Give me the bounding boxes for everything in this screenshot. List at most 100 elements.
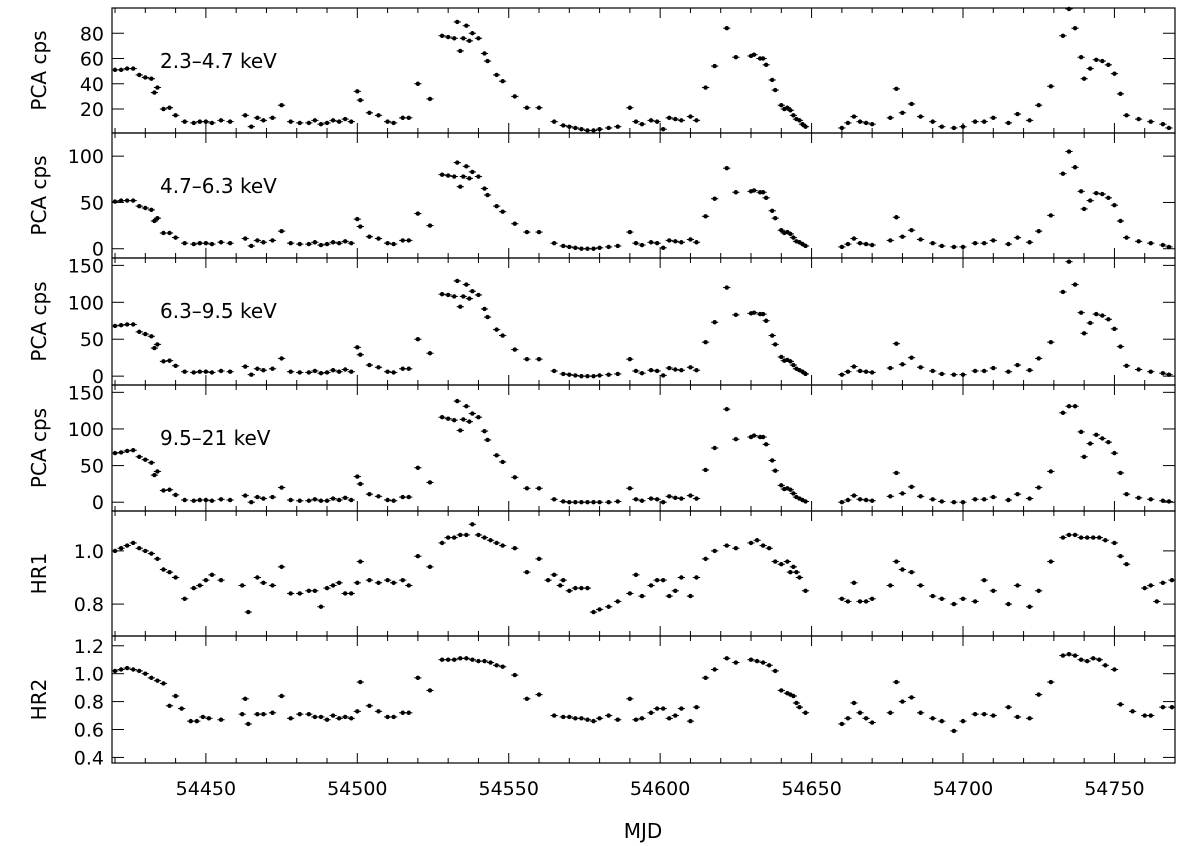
data-point <box>991 365 996 371</box>
data-point <box>1060 289 1066 295</box>
data-point <box>155 342 160 347</box>
series-points <box>111 398 1173 505</box>
data-point <box>972 119 978 124</box>
data-point <box>1100 313 1105 318</box>
data-point <box>1118 91 1123 97</box>
band-label: 6.3–9.5 keV <box>160 299 277 323</box>
data-point <box>573 125 578 131</box>
data-point <box>1142 585 1147 591</box>
data-point <box>839 244 845 250</box>
data-point <box>406 710 411 715</box>
data-point <box>1148 713 1153 718</box>
data-point <box>261 368 266 373</box>
data-point <box>376 113 381 118</box>
data-point <box>1091 535 1096 540</box>
data-point <box>500 459 505 465</box>
data-point <box>573 585 578 591</box>
data-point <box>349 119 354 124</box>
data-point <box>1060 410 1066 416</box>
data-point <box>470 289 475 294</box>
data-point <box>960 124 966 129</box>
data-point <box>524 229 530 235</box>
data-point <box>476 415 481 420</box>
data-point <box>124 66 130 71</box>
data-point <box>261 240 266 245</box>
data-point <box>476 292 481 298</box>
data-point <box>888 238 893 243</box>
data-point <box>391 370 396 375</box>
data-point <box>615 717 620 722</box>
data-point <box>972 497 978 502</box>
panel-frame <box>111 510 1176 637</box>
data-point <box>679 706 684 711</box>
data-point <box>512 546 517 551</box>
data-point <box>279 693 284 699</box>
data-point <box>391 241 396 247</box>
data-point <box>712 667 717 672</box>
data-point <box>427 351 433 356</box>
data-point <box>324 241 330 247</box>
data-point <box>415 81 421 86</box>
y-tick-label: 80 <box>80 23 104 45</box>
data-point <box>951 500 957 505</box>
data-point <box>400 710 405 715</box>
x-tick-label: 54750 <box>1084 778 1144 800</box>
data-point <box>182 369 187 374</box>
data-point <box>851 700 857 706</box>
data-point <box>306 241 312 247</box>
data-point <box>349 591 354 596</box>
data-point <box>1006 704 1011 710</box>
data-point <box>839 721 845 727</box>
data-point <box>597 245 602 251</box>
data-point <box>427 223 433 228</box>
data-point <box>982 497 987 502</box>
data-point <box>960 500 966 505</box>
y-tick-label: 1.0 <box>74 541 104 563</box>
data-point <box>173 235 178 240</box>
data-point <box>1006 497 1011 503</box>
data-point <box>197 240 203 246</box>
data-point <box>512 672 517 678</box>
data-point <box>358 224 363 229</box>
data-point <box>467 176 472 181</box>
data-point <box>1048 469 1054 474</box>
data-point <box>763 195 769 201</box>
data-point <box>482 535 487 540</box>
data-point <box>751 433 757 438</box>
data-point <box>1078 657 1084 662</box>
data-point <box>803 243 808 249</box>
data-point <box>1006 601 1011 607</box>
data-point <box>494 663 499 668</box>
data-point <box>1118 344 1123 349</box>
data-point <box>312 497 318 502</box>
data-point <box>167 105 172 110</box>
data-point <box>318 242 324 248</box>
y-axis-label: PCA cps <box>27 30 51 110</box>
data-point <box>376 494 381 499</box>
data-point <box>863 120 869 126</box>
data-point <box>470 657 475 662</box>
data-point <box>270 366 275 371</box>
data-point <box>324 498 330 503</box>
data-point <box>1160 242 1166 248</box>
data-point <box>512 475 517 480</box>
x-tick-label: 54600 <box>630 778 690 800</box>
data-point <box>1124 491 1129 497</box>
data-point <box>633 240 639 246</box>
data-point <box>982 577 987 583</box>
data-point <box>688 493 693 498</box>
data-point <box>1136 239 1141 244</box>
data-point <box>243 696 248 702</box>
data-point <box>255 494 260 500</box>
data-point <box>452 174 457 179</box>
data-point <box>703 675 708 681</box>
data-point <box>857 497 863 502</box>
data-point <box>900 699 905 704</box>
data-point <box>561 499 566 504</box>
y-tick-label: 0 <box>92 239 104 261</box>
data-point <box>1124 113 1129 118</box>
data-point <box>1060 171 1066 176</box>
data-point <box>464 404 469 409</box>
data-point <box>376 580 381 586</box>
data-point <box>124 665 130 671</box>
